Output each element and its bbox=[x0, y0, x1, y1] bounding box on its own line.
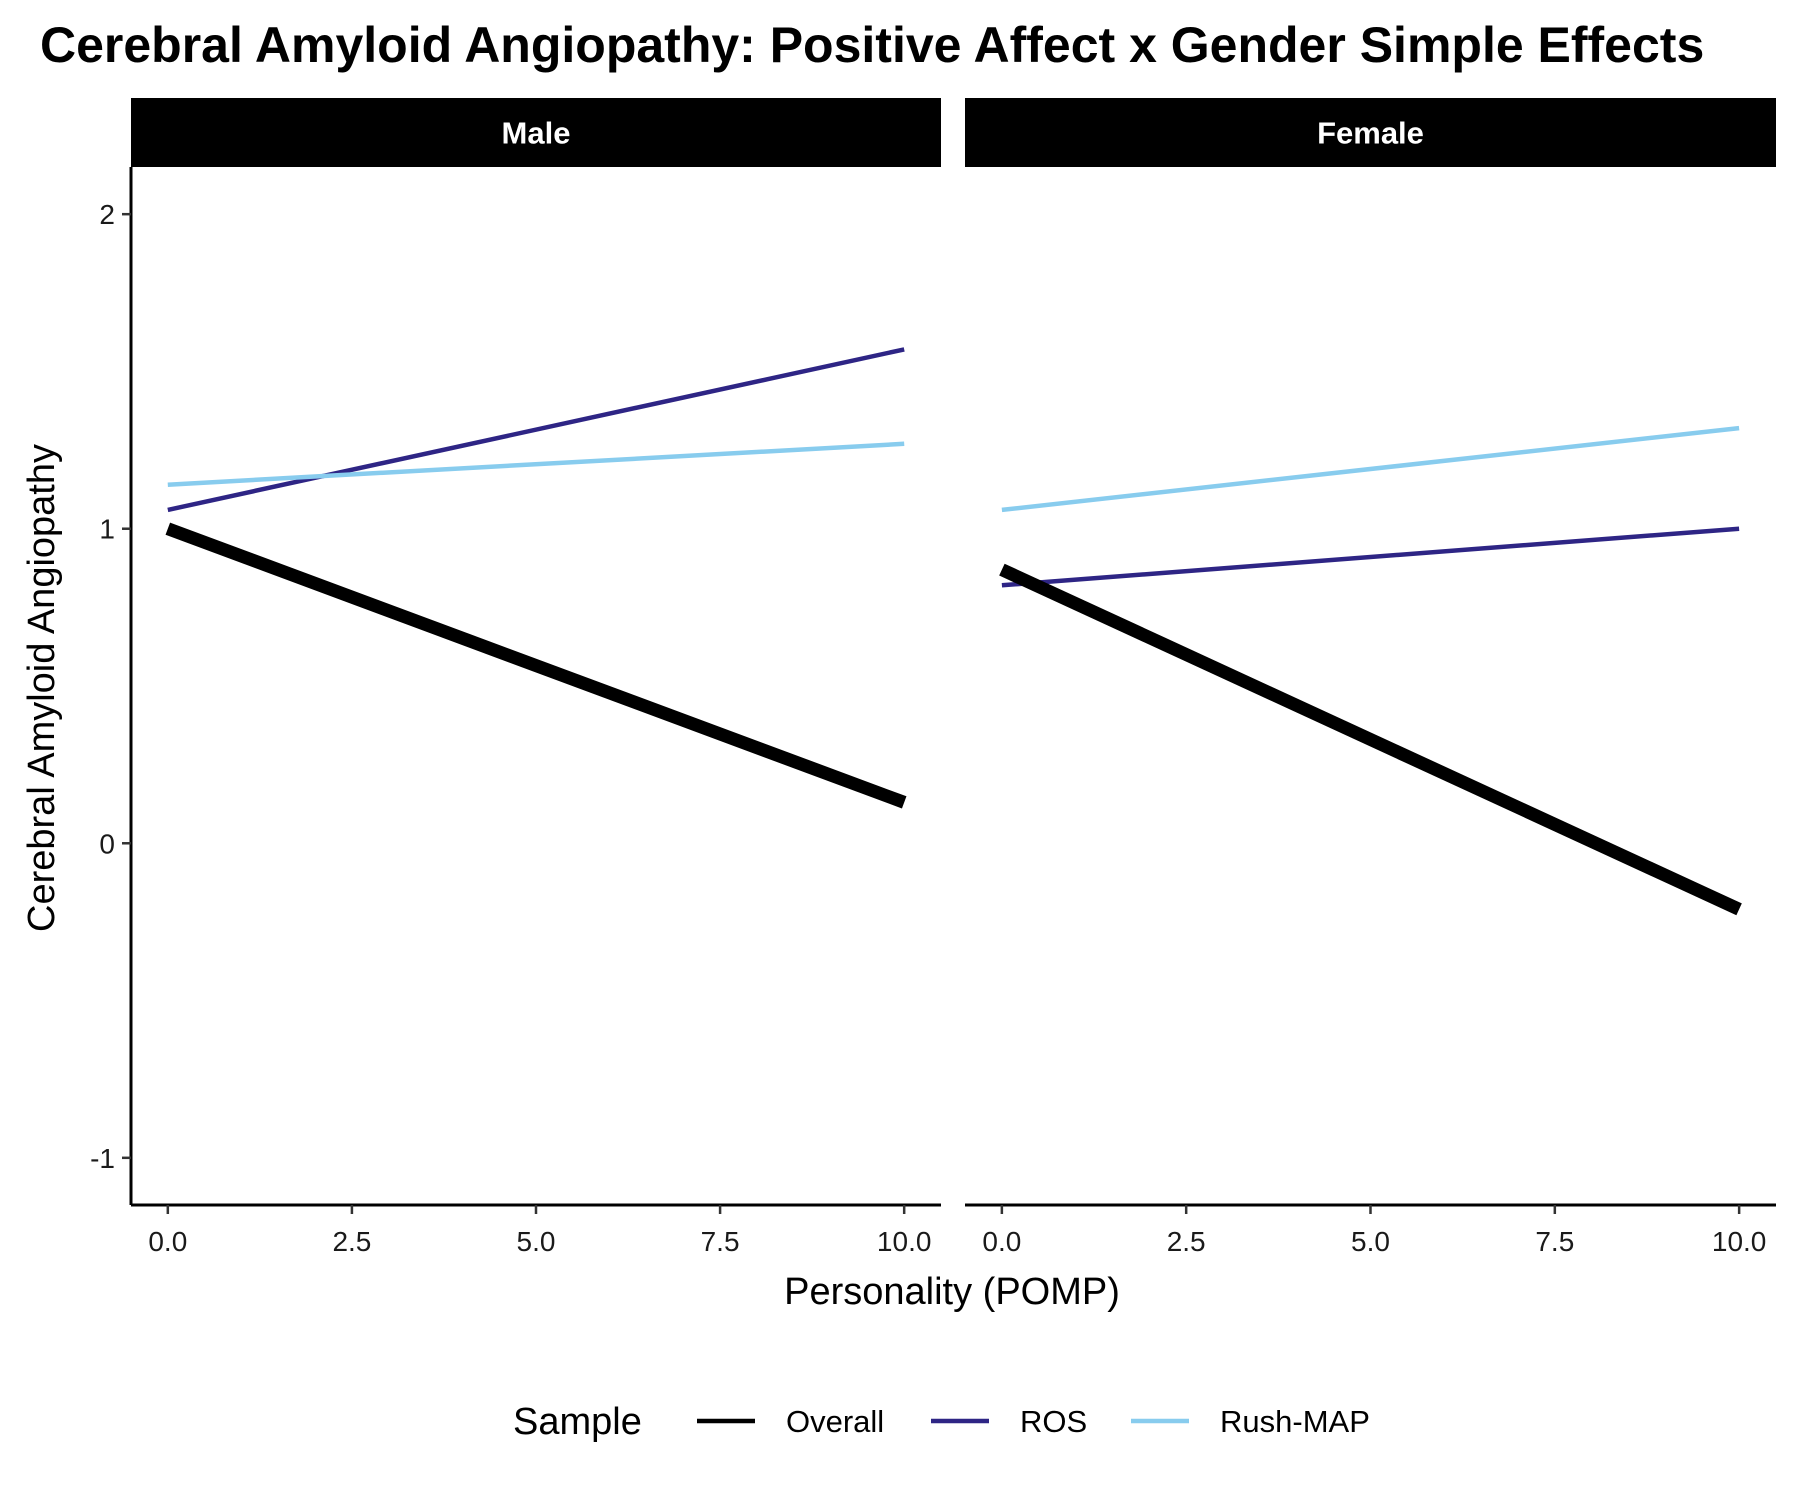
y-tick-label: 0 bbox=[99, 828, 115, 859]
facet-strip-label: Male bbox=[502, 116, 571, 151]
x-tick-label: 5.0 bbox=[517, 1226, 556, 1257]
y-tick-label: -1 bbox=[90, 1143, 115, 1174]
legend-label: Overall bbox=[786, 1404, 884, 1439]
series-line-overall bbox=[165, 522, 907, 809]
x-tick-label: 7.5 bbox=[1535, 1226, 1574, 1257]
legend: Sample Overall ROS Rush-MAP bbox=[513, 1401, 1370, 1443]
x-tick-label: 0.0 bbox=[148, 1226, 187, 1257]
x-tick-label: 10.0 bbox=[1712, 1226, 1767, 1257]
y-tick-label: 2 bbox=[99, 199, 115, 230]
legend-label: ROS bbox=[1020, 1404, 1087, 1439]
y-tick-label: 1 bbox=[99, 514, 115, 545]
panels-layer: Male 0.0 2.5 5.0 7.5 10.0 Female 0.0 2.5 5.0 7.5 10… bbox=[131, 98, 1776, 1257]
x-tick-label: 0.0 bbox=[982, 1226, 1021, 1257]
facet-panel-female: Female 0.0 2.5 5.0 7.5 10.0 bbox=[965, 98, 1776, 1257]
series-line-ros bbox=[1001, 526, 1740, 588]
x-axis-title: Personality (POMP) bbox=[784, 1271, 1120, 1313]
series-line-rush-map bbox=[1001, 425, 1740, 513]
x-tick-label: 7.5 bbox=[701, 1226, 740, 1257]
x-tick-label: 2.5 bbox=[1167, 1226, 1206, 1257]
facet-strip-label: Female bbox=[1317, 116, 1424, 151]
y-axis-title: Cerebral Amyloid Angiopathy bbox=[21, 444, 63, 932]
x-tick-label: 2.5 bbox=[332, 1226, 371, 1257]
series-line-ros bbox=[167, 347, 905, 513]
legend-label: Rush-MAP bbox=[1220, 1404, 1370, 1439]
series-line-rush-map bbox=[167, 441, 905, 487]
series-line-overall bbox=[999, 563, 1742, 916]
chart-title: Cerebral Amyloid Angiopathy: Positive Af… bbox=[40, 17, 1704, 73]
legend-title: Sample bbox=[513, 1401, 642, 1443]
facet-panel-male: Male 0.0 2.5 5.0 7.5 10.0 bbox=[131, 98, 941, 1257]
y-axis: -1 0 1 2 bbox=[90, 167, 133, 1205]
facet-strip bbox=[965, 98, 1776, 167]
x-tick-label: 5.0 bbox=[1351, 1226, 1390, 1257]
x-tick-label: 10.0 bbox=[877, 1226, 932, 1257]
facet-strip bbox=[131, 98, 941, 167]
